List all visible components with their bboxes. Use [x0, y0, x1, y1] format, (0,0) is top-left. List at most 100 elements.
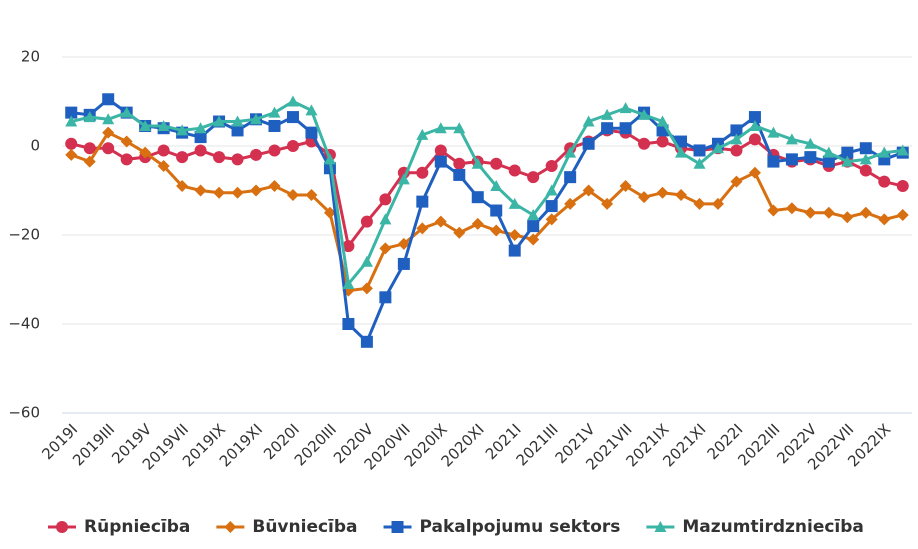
marker — [656, 135, 669, 148]
marker — [268, 144, 281, 157]
marker — [619, 122, 632, 135]
marker — [564, 197, 577, 210]
marker — [785, 133, 798, 145]
marker — [268, 106, 281, 118]
marker — [656, 186, 669, 199]
marker — [490, 224, 503, 237]
marker — [804, 137, 817, 149]
marker — [416, 222, 429, 235]
marker — [730, 124, 743, 137]
marker — [305, 188, 318, 201]
marker — [286, 111, 299, 124]
marker — [601, 108, 614, 120]
marker — [841, 211, 854, 224]
marker — [654, 521, 667, 532]
marker — [859, 142, 872, 155]
marker — [545, 200, 558, 213]
marker — [675, 188, 688, 201]
marker — [545, 184, 558, 196]
y-tick-label: −60 — [8, 404, 40, 422]
marker — [213, 151, 226, 164]
marker — [785, 202, 798, 215]
marker — [231, 115, 244, 127]
x-tick-label: 2021III — [513, 420, 562, 469]
marker — [157, 119, 170, 131]
marker — [508, 197, 521, 209]
marker — [65, 115, 78, 127]
marker — [619, 180, 632, 193]
marker — [453, 122, 466, 134]
marker — [379, 242, 392, 255]
marker — [804, 206, 817, 219]
marker — [213, 186, 226, 199]
marker — [730, 144, 743, 157]
marker — [675, 146, 688, 158]
marker — [748, 111, 761, 124]
series — [65, 124, 909, 253]
marker — [693, 144, 706, 157]
marker — [176, 151, 189, 164]
marker — [305, 126, 318, 139]
marker — [878, 146, 891, 158]
marker — [391, 521, 404, 533]
marker — [224, 521, 237, 533]
marker — [286, 95, 299, 107]
marker — [471, 157, 484, 169]
legend-label: Rūpniecība — [84, 517, 190, 537]
marker — [508, 244, 521, 257]
marker — [120, 106, 133, 118]
marker — [527, 208, 540, 220]
marker — [601, 197, 614, 210]
marker — [250, 148, 263, 161]
marker — [139, 119, 152, 131]
marker — [638, 191, 651, 204]
marker — [730, 175, 743, 188]
marker — [527, 233, 540, 246]
marker — [711, 197, 724, 210]
marker — [508, 164, 521, 177]
marker — [841, 146, 854, 159]
marker — [859, 206, 872, 219]
x-tick-label: 2019III — [69, 420, 118, 469]
legend-label: Pakalpojumu sektors — [420, 517, 621, 537]
marker — [379, 193, 392, 206]
marker — [545, 160, 558, 173]
marker — [286, 188, 299, 201]
series — [65, 95, 909, 289]
series-line — [71, 97, 904, 345]
marker — [767, 204, 780, 217]
marker — [231, 153, 244, 166]
marker — [416, 128, 429, 140]
y-tick-label: 20 — [21, 48, 40, 66]
marker — [822, 146, 835, 158]
marker — [286, 140, 299, 152]
marker — [859, 164, 872, 177]
marker — [822, 206, 835, 219]
marker — [323, 206, 336, 219]
marker — [194, 131, 207, 144]
marker — [527, 171, 540, 184]
marker — [545, 213, 558, 226]
marker — [656, 115, 669, 127]
marker — [213, 115, 226, 127]
marker — [896, 208, 909, 221]
marker — [342, 277, 355, 289]
marker — [231, 186, 244, 199]
marker — [564, 146, 577, 158]
marker — [490, 180, 503, 192]
marker — [305, 104, 318, 116]
marker — [323, 153, 336, 165]
marker — [730, 133, 743, 145]
marker — [508, 229, 521, 241]
marker — [65, 148, 78, 161]
marker — [564, 171, 577, 184]
marker — [102, 93, 115, 106]
marker — [434, 215, 447, 228]
marker — [102, 113, 115, 125]
marker — [268, 180, 281, 193]
marker — [194, 144, 207, 157]
marker — [250, 113, 263, 125]
marker — [83, 111, 96, 123]
marker — [434, 122, 447, 134]
marker — [471, 217, 484, 230]
